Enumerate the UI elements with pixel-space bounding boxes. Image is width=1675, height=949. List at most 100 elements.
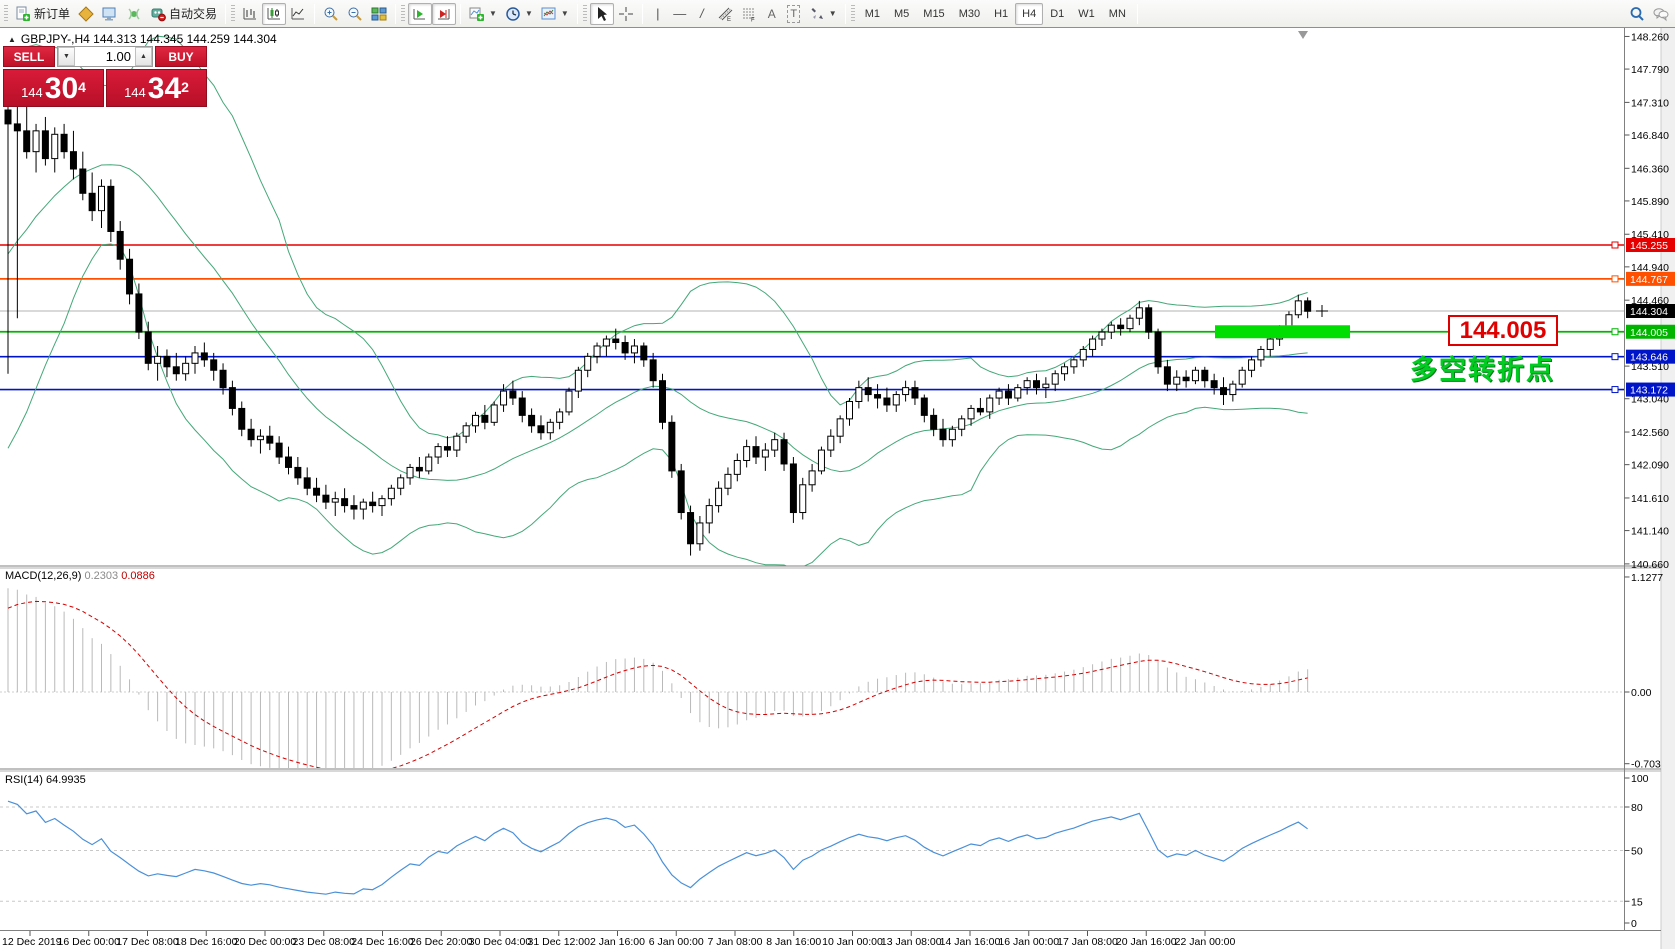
horizontal-line-tool[interactable]: — xyxy=(669,3,691,25)
sell-button[interactable]: SELL xyxy=(3,46,55,67)
svg-text:144.005: 144.005 xyxy=(1630,327,1668,339)
pivot-note-text: 多空转折点 xyxy=(1410,355,1555,385)
svg-text:26 Dec 20:00: 26 Dec 20:00 xyxy=(410,936,473,948)
svg-text:24 Dec 16:00: 24 Dec 16:00 xyxy=(351,936,414,948)
svg-text:8 Jan 16:00: 8 Jan 16:00 xyxy=(766,936,821,948)
tile-windows-button[interactable] xyxy=(367,3,391,25)
svg-text:18 Dec 16:00: 18 Dec 16:00 xyxy=(175,936,238,948)
crosshair-tool-button[interactable] xyxy=(614,3,638,25)
zoom-out-button[interactable] xyxy=(343,3,367,25)
main-toolbar: 新订单 自动交易 xyxy=(0,0,1675,28)
clock-icon xyxy=(505,6,521,22)
cursor-tool-button[interactable] xyxy=(589,2,614,25)
timeframe-m15[interactable]: M15 xyxy=(923,7,945,20)
timeframe-mn[interactable]: MN xyxy=(1108,7,1126,20)
svg-text:144.767: 144.767 xyxy=(1630,274,1668,286)
chart-step-icon xyxy=(436,6,452,22)
timeframe-h4[interactable]: H4 xyxy=(1015,2,1044,25)
navigator-button[interactable] xyxy=(74,3,98,25)
buy-button[interactable]: BUY xyxy=(155,46,207,67)
svg-text:148.260: 148.260 xyxy=(1631,31,1669,43)
svg-text:147.310: 147.310 xyxy=(1631,97,1669,109)
period-button[interactable]: ▼ xyxy=(501,3,537,25)
svg-text:50: 50 xyxy=(1631,846,1643,858)
trendline-tool[interactable]: / xyxy=(691,3,713,25)
bollinger-lower xyxy=(7,243,1308,566)
timeframe-h1[interactable]: H1 xyxy=(994,7,1009,20)
search-icon xyxy=(1629,6,1645,22)
svg-text:30 Dec 04:00: 30 Dec 04:00 xyxy=(469,936,532,948)
svg-text:12 Dec 2019: 12 Dec 2019 xyxy=(2,936,62,948)
line-chart-mode-button[interactable] xyxy=(286,3,310,25)
autotrading-robot-icon xyxy=(150,6,166,22)
candles-layer xyxy=(4,82,1312,556)
toolbar-drag-handle[interactable] xyxy=(4,4,8,23)
svg-text:16 Jan 00:00: 16 Jan 00:00 xyxy=(998,936,1059,948)
chart-shift-marker[interactable] xyxy=(1298,31,1308,39)
macd-indicator-label: MACD(12,26,9) 0.2303 0.0886 xyxy=(5,570,155,582)
channel-tool[interactable]: E xyxy=(713,3,737,25)
timeframe-w1[interactable]: W1 xyxy=(1078,7,1095,20)
fibonacci-tool[interactable]: F xyxy=(737,3,761,25)
cursor-arrow-icon xyxy=(594,6,610,22)
svg-text:141.610: 141.610 xyxy=(1631,493,1669,505)
vertical-line-icon: | xyxy=(656,5,660,21)
broadcast-button[interactable] xyxy=(122,3,146,25)
chevron-down-icon: ▼ xyxy=(489,9,497,18)
svg-text:0: 0 xyxy=(1631,918,1637,930)
svg-text:20 Dec 00:00: 20 Dec 00:00 xyxy=(234,936,297,948)
buy-price-button[interactable]: 144 34 2 xyxy=(106,69,207,107)
comments-button[interactable] xyxy=(1649,3,1673,25)
timeframe-m30[interactable]: M30 xyxy=(958,7,981,20)
svg-text:10 Jan 00:00: 10 Jan 00:00 xyxy=(822,936,883,948)
text-label-icon: T xyxy=(787,4,801,23)
new-order-button[interactable]: 新订单 xyxy=(11,3,74,25)
highlighted-level-segment[interactable] xyxy=(1215,325,1350,339)
rsi-name: RSI(14) xyxy=(5,774,43,786)
svg-text:-0.703: -0.703 xyxy=(1631,759,1661,771)
svg-text:14 Jan 16:00: 14 Jan 16:00 xyxy=(940,936,1001,948)
step-back-button[interactable] xyxy=(408,2,433,25)
rsi-line xyxy=(7,800,1308,895)
candlestick-mode-button[interactable] xyxy=(262,2,287,25)
add-indicator-button[interactable]: ▼ xyxy=(465,3,501,25)
sell-price-pips: 30 xyxy=(44,72,79,105)
zoom-out-icon xyxy=(347,6,363,22)
timeframe-d1[interactable]: D1 xyxy=(1050,7,1065,20)
channel-icon: E xyxy=(717,6,733,23)
collapse-panel-icon[interactable]: ▲ xyxy=(8,34,16,44)
right-scrollbar[interactable] xyxy=(1661,28,1675,949)
sell-price-button[interactable]: 144 30 4 xyxy=(3,69,104,107)
template-button[interactable]: ▼ xyxy=(537,3,573,25)
navigator-icon xyxy=(78,5,94,22)
arrows-tool[interactable]: ▼ xyxy=(805,3,841,25)
rsi-pane xyxy=(0,800,1624,902)
vertical-line-tool[interactable]: | xyxy=(647,3,669,25)
svg-text:143.172: 143.172 xyxy=(1630,385,1668,397)
text-label-tool[interactable]: T xyxy=(783,3,805,25)
volume-down-button[interactable]: ▼ xyxy=(58,47,75,66)
zoom-in-button[interactable] xyxy=(319,3,343,25)
svg-text:15: 15 xyxy=(1631,896,1643,908)
sell-price-point: 4 xyxy=(78,79,86,95)
new-order-icon xyxy=(15,6,31,22)
zoom-in-icon xyxy=(323,6,339,22)
search-button[interactable] xyxy=(1625,3,1649,25)
svg-text:80: 80 xyxy=(1631,802,1643,814)
autotrading-button[interactable]: 自动交易 xyxy=(146,3,221,25)
svg-text:100: 100 xyxy=(1631,773,1649,785)
text-tool[interactable]: A xyxy=(761,3,783,25)
step-forward-button[interactable] xyxy=(432,2,457,25)
bar-chart-mode-button[interactable] xyxy=(238,3,262,25)
crosshair-icon xyxy=(618,6,634,22)
timeframe-m1[interactable]: M1 xyxy=(864,7,880,20)
terminal-button[interactable] xyxy=(98,3,122,25)
volume-up-button[interactable]: ▲ xyxy=(135,47,152,66)
svg-text:145.255: 145.255 xyxy=(1630,240,1668,252)
volume-input[interactable] xyxy=(75,47,135,66)
price-level-callout[interactable]: 144.005 xyxy=(1448,315,1558,346)
svg-text:16 Dec 00:00: 16 Dec 00:00 xyxy=(58,936,121,948)
timeframe-m5[interactable]: M5 xyxy=(894,7,910,20)
